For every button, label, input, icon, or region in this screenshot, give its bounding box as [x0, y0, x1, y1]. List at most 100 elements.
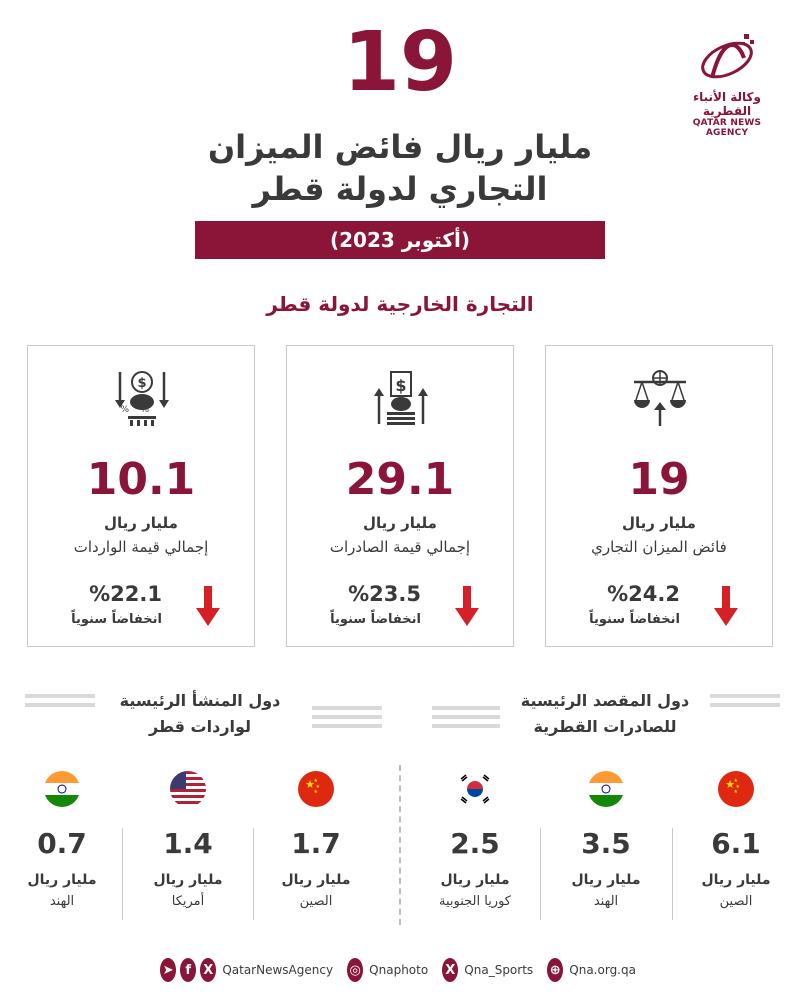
card-value: 29.1 — [345, 454, 455, 505]
card-change-label: انخفاضاً سنوياً — [71, 612, 162, 627]
column-divider — [253, 828, 254, 920]
country-name: الهند — [49, 894, 75, 909]
card-unit: مليار ريال — [363, 514, 437, 532]
qna-logo: وكالة الأنباء القطرية QATAR NEWS AGENCY — [672, 28, 782, 138]
svg-text:%: % — [120, 405, 129, 415]
import-country-usa: 1.4 مليار ريال أمريكا — [128, 771, 248, 909]
country-unit: مليار ريال — [440, 872, 510, 888]
country-name: كوريا الجنوبية — [438, 894, 511, 909]
card-change-percent: %24.2 — [607, 582, 680, 606]
x-icon[interactable]: X — [200, 958, 217, 982]
country-value: 1.7 — [291, 827, 341, 860]
country-name: أمريكا — [171, 894, 205, 909]
svg-text:★: ★ — [734, 789, 739, 795]
imports-title-line-2: لواردات قطر — [148, 717, 252, 736]
country-name: الصين — [299, 894, 333, 909]
social-handle-photo[interactable]: Qnaphoto — [369, 963, 429, 977]
svg-text:★: ★ — [734, 778, 739, 784]
india-flag-icon — [44, 771, 80, 807]
china-flag-icon: ★ ★ ★ ★ — [298, 771, 334, 807]
headline: مليار ريال فائض الميزان التجاري لدولة قط… — [150, 126, 650, 210]
country-value: 6.1 — [711, 827, 761, 860]
headline-line-1: مليار ريال فائض الميزان — [207, 128, 593, 166]
imports-icon: $ % % — [115, 371, 169, 426]
card-label: فائض الميزان التجاري — [591, 538, 727, 556]
balance-scale-icon — [634, 370, 686, 426]
country-value: 1.4 — [163, 827, 213, 860]
export-country-south-korea: 2.5 مليار ريال كوريا الجنوبية — [415, 771, 535, 909]
headline-line-2: التجاري لدولة قطر — [252, 170, 548, 208]
svg-text:★: ★ — [305, 778, 315, 791]
stat-card-trade-surplus: 19 مليار ريال فائض الميزان التجاري %24.2… — [545, 345, 773, 647]
column-divider — [672, 828, 673, 920]
country-unit: مليار ريال — [571, 872, 641, 888]
country-name: الصين — [719, 894, 753, 909]
decorative-stripes — [432, 706, 500, 728]
instagram-icon[interactable]: ◎ — [347, 958, 364, 982]
card-label: إجمالي قيمة الواردات — [73, 538, 209, 556]
country-value: 3.5 — [581, 827, 631, 860]
country-value: 0.7 — [37, 827, 87, 860]
card-label: إجمالي قيمة الصادرات — [329, 538, 471, 556]
stat-card-exports: $ 29.1 مليار ريال إجمالي قيمة الصادرات %… — [286, 345, 514, 647]
stat-card-imports: $ % % 10.1 مليار ريال إجمالي قيمة الوارد… — [27, 345, 255, 647]
exports-title-line-2: للصادرات القطرية — [533, 717, 677, 736]
export-country-china: ★ ★ ★ ★ 6.1 مليار ريال الصين — [676, 771, 796, 909]
imports-section-title: دول المنشأ الرئيسية لواردات قطر — [100, 688, 300, 740]
card-unit: مليار ريال — [104, 514, 178, 532]
exports-title-line-1: دول المقصد الرئيسية — [520, 691, 690, 710]
headline-number: 19 — [342, 15, 458, 110]
card-change-label: انخفاضاً سنوياً — [330, 612, 421, 627]
country-unit: مليار ريال — [701, 872, 771, 888]
svg-text:$: $ — [395, 376, 406, 395]
down-arrow-icon — [196, 586, 220, 626]
decorative-stripes — [25, 694, 95, 716]
down-arrow-icon — [455, 586, 479, 626]
date-banner: (أكتوبر 2023) — [195, 221, 605, 259]
country-name: الهند — [593, 894, 619, 909]
column-divider — [540, 828, 541, 920]
south-korea-flag-icon — [457, 771, 493, 807]
export-country-india: 3.5 مليار ريال الهند — [546, 771, 666, 909]
social-handle-main[interactable]: QatarNewsAgency — [222, 963, 334, 977]
facebook-icon[interactable]: f — [180, 958, 197, 982]
svg-text:★: ★ — [314, 789, 319, 795]
card-change-percent: %23.5 — [348, 582, 421, 606]
logo-name-english: QATAR NEWS AGENCY — [692, 118, 762, 138]
imports-title-line-1: دول المنشأ الرئيسية — [119, 691, 281, 710]
card-change-percent: %22.1 — [89, 582, 162, 606]
card-change-label: انخفاضاً سنوياً — [589, 612, 680, 627]
svg-text:★: ★ — [736, 784, 741, 790]
column-divider — [122, 828, 123, 920]
svg-text:$: $ — [137, 376, 146, 391]
china-flag-icon: ★ ★ ★ ★ — [718, 771, 754, 807]
social-handle-sports[interactable]: Qna_Sports — [464, 963, 534, 977]
import-country-india: 0.7 مليار ريال الهند — [2, 771, 122, 909]
card-value: 19 — [628, 454, 690, 505]
down-arrow-icon — [714, 586, 738, 626]
globe-icon[interactable]: ⊕ — [547, 958, 564, 982]
section-divider — [399, 765, 401, 925]
card-value: 10.1 — [86, 454, 196, 505]
country-value: 2.5 — [450, 827, 500, 860]
svg-text:★: ★ — [725, 778, 735, 791]
social-footer: ➤ f X QatarNewsAgency ◎ Qnaphoto X Qna_S… — [160, 956, 650, 984]
india-flag-icon — [588, 771, 624, 807]
country-unit: مليار ريال — [27, 872, 97, 888]
country-unit: مليار ريال — [281, 872, 351, 888]
decorative-stripes — [312, 706, 382, 728]
section-title: التجارة الخارجية لدولة قطر — [266, 292, 534, 316]
exports-section-title: دول المقصد الرئيسية للصادرات القطرية — [505, 688, 705, 740]
svg-text:%: % — [140, 405, 149, 415]
telegram-icon[interactable]: ➤ — [160, 958, 177, 982]
logo-name-arabic: وكالة الأنباء القطرية — [693, 90, 761, 118]
usa-flag-icon — [170, 771, 206, 807]
x-icon[interactable]: X — [442, 958, 459, 982]
country-unit: مليار ريال — [153, 872, 223, 888]
card-unit: مليار ريال — [622, 514, 696, 532]
website-link[interactable]: Qna.org.qa — [569, 963, 636, 977]
exports-icon: $ — [374, 371, 428, 425]
decorative-stripes — [710, 694, 780, 716]
import-country-china: ★ ★ ★ ★ 1.7 مليار ريال الصين — [256, 771, 376, 909]
qna-emblem-icon — [701, 34, 754, 79]
